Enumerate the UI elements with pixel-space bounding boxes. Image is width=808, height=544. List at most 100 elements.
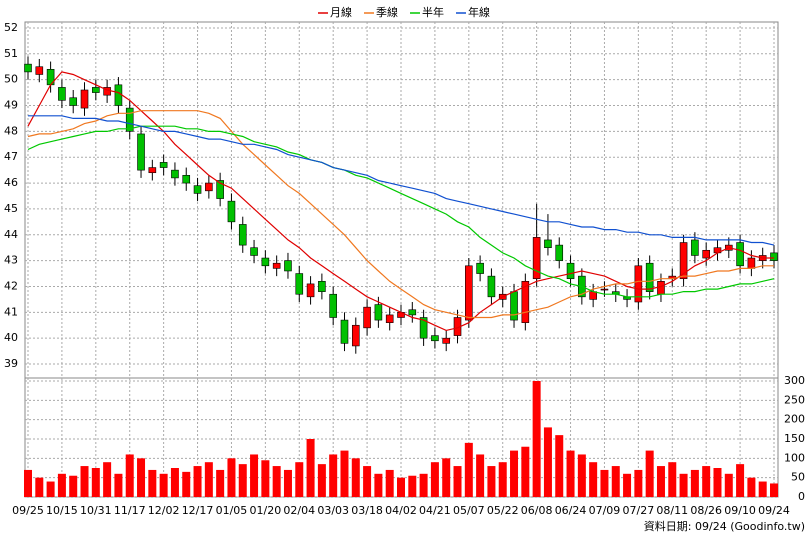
candle-body [80,89,89,109]
y-tick-label: 45 [4,202,18,215]
y-tick-label: 46 [4,176,18,189]
y-tick-label: 50 [4,73,18,86]
candle-body [295,273,304,295]
volume-bar [137,458,146,497]
candle-body [521,281,530,323]
candle-body [58,87,66,101]
candle-body [340,319,349,344]
x-tick-label: 08/26 [690,504,722,517]
candle-body [419,317,428,339]
volume-bar [555,435,564,497]
ma-line [28,115,775,246]
volume-bar [747,477,756,497]
y-tick-label: 49 [4,99,18,112]
volume-bar [464,442,473,497]
volume-bar [770,483,778,497]
legend-label: 半年 [422,5,444,19]
x-tick-label: 12/17 [182,504,214,517]
y-tick-label: 39 [4,357,18,370]
candle-body [114,84,123,106]
volume-bar [611,466,620,497]
volume-bar [227,458,236,497]
volume-bar [419,473,428,497]
volume-bar [498,462,507,497]
volume-bar [430,462,439,497]
y-tick-label: 52 [4,21,18,34]
volume-bar [114,473,123,497]
candle-body [24,63,32,73]
volume-bar [272,466,281,497]
volume-bar [679,473,688,497]
x-tick-label: 01/20 [250,504,282,517]
candle-body [431,335,439,342]
candle-body [329,293,337,318]
candle-body [250,247,258,256]
volume-bar [317,464,326,497]
volume-bar [91,468,100,497]
candle-body [736,242,744,267]
ma-line [27,125,775,298]
candle-body [205,182,213,192]
candle-body [544,239,552,248]
volume-bar [600,469,609,497]
x-tick-label: 04/21 [419,504,451,517]
volume-bar [521,446,530,497]
volume-bar [577,454,586,497]
candle-body [566,262,575,280]
volume-bar [261,460,270,497]
candle-body [747,257,756,269]
x-tick-label: 07/27 [623,504,655,517]
volume-bar [306,439,315,497]
candle-body [351,324,360,347]
candle-body [645,262,654,292]
volume-bar [170,468,179,497]
y-tick-label: 41 [4,305,18,318]
y2-tick-label: 150 [784,432,805,445]
volume-bar [668,462,677,497]
x-tick-label: 03/18 [351,504,383,517]
x-tick-label: 03/03 [317,504,349,517]
volume-bar [238,464,247,497]
volume-bar [736,464,745,497]
volume-bar [46,481,55,497]
candle-body [193,185,202,194]
candle-body [408,309,417,316]
candle-body [634,265,643,303]
y-tick-label: 51 [4,47,18,60]
candle-body [272,262,281,269]
candle-body [227,200,236,223]
candle-body [148,167,157,174]
y-tick-label: 43 [4,254,18,267]
volume-bar [543,427,552,497]
volume-bar [645,450,654,497]
legend-label: 月線 [330,5,352,19]
y-tick-label: 47 [4,150,18,163]
candle-body [216,180,224,199]
x-tick-label: 02/04 [283,504,315,517]
candle-body [238,224,247,246]
x-tick-label: 10/15 [46,504,78,517]
candle-body [691,239,699,256]
volume-bar [216,469,225,497]
volume-bar [351,458,360,497]
candle-body [442,337,451,344]
volume-bar [35,477,44,497]
volume-bar [283,469,292,497]
candle-body [374,304,383,321]
candle-body [125,107,134,132]
candle-body [92,87,100,93]
volume-bar [476,454,485,497]
volume-bar [713,468,722,497]
volume-bar [510,450,519,497]
volume-bar [363,466,372,497]
y2-tick-label: 100 [784,451,805,464]
candle-body [476,262,484,274]
volume-bar [634,469,643,497]
volume-bar [702,466,711,497]
candle-body [510,291,518,321]
x-tick-label: 04/02 [385,504,417,517]
volume-bar [374,473,383,497]
x-tick-label: 01/05 [216,504,248,517]
candle-body [657,281,665,295]
